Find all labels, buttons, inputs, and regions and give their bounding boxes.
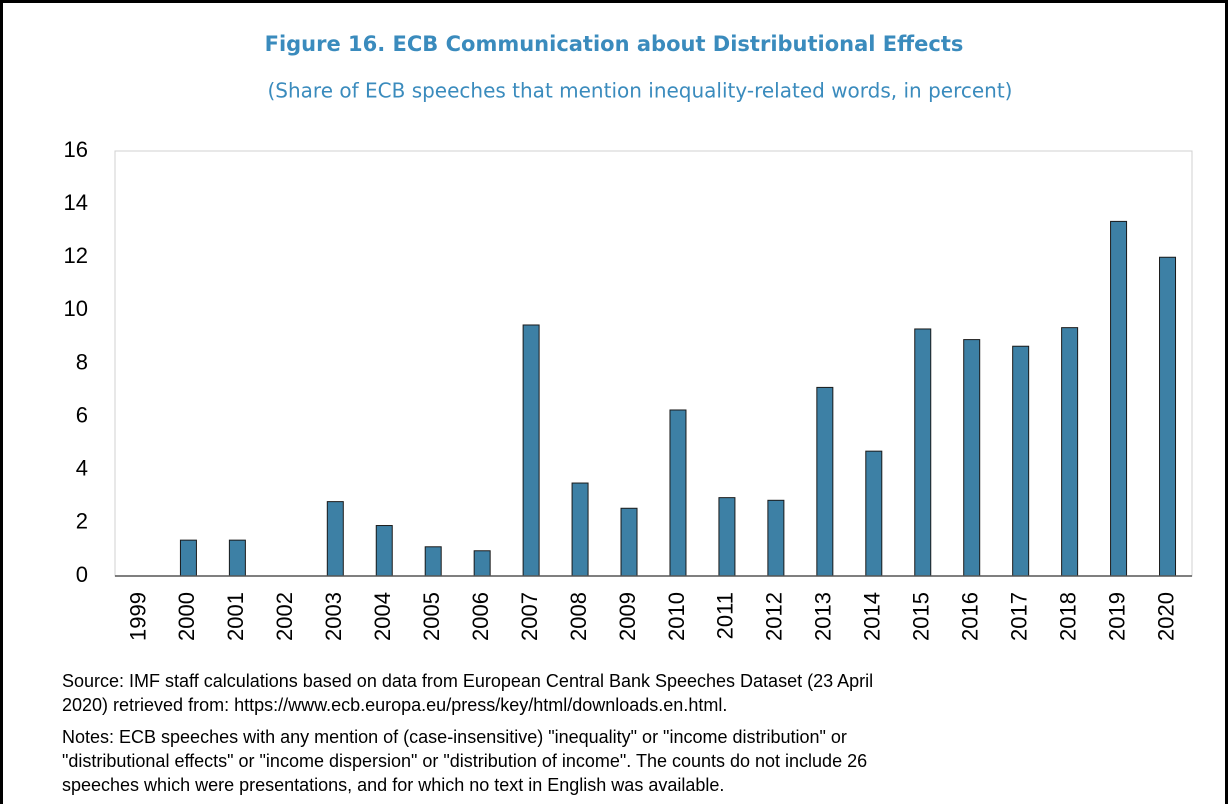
y-tick-label: 4	[76, 456, 88, 481]
bar	[1159, 256, 1177, 577]
bar	[1110, 220, 1128, 577]
bar	[718, 497, 736, 577]
x-tick-label: 2000	[174, 592, 199, 641]
x-tick-label: 2005	[419, 592, 444, 641]
x-tick-label: 2010	[664, 592, 689, 641]
y-tick-label: 16	[64, 137, 88, 162]
note-line: Notes: ECB speeches with any mention of …	[62, 727, 847, 747]
y-tick-label: 8	[76, 349, 88, 374]
bar	[473, 550, 491, 577]
y-tick-label: 10	[64, 296, 88, 321]
note-line: speeches which were presentations, and f…	[62, 775, 724, 795]
bar	[816, 386, 834, 577]
y-tick-label: 14	[64, 190, 88, 215]
bar	[1012, 345, 1030, 577]
x-tick-label: 2003	[321, 592, 346, 641]
bar	[963, 339, 981, 577]
bar	[375, 525, 393, 577]
bar	[326, 501, 344, 577]
x-tick-label: 2013	[811, 592, 836, 641]
y-tick-label: 0	[76, 562, 88, 587]
x-tick-label: 2017	[1006, 592, 1031, 641]
bar	[865, 450, 883, 577]
bar	[571, 482, 589, 577]
x-tick-label: 2018	[1055, 592, 1080, 641]
y-tick-label: 12	[64, 243, 88, 268]
x-tick-label: 2012	[762, 592, 787, 641]
x-tick-label: 2011	[713, 592, 738, 639]
bar	[522, 324, 540, 577]
y-tick-label: 2	[76, 509, 88, 534]
x-tick-label: 2016	[958, 592, 983, 641]
x-tick-label: 2009	[615, 592, 640, 641]
x-tick-label: 2002	[272, 592, 297, 641]
chart-title: Figure 16. ECB Communication about Distr…	[265, 32, 964, 56]
x-tick-label: 2015	[909, 592, 934, 641]
bar	[914, 328, 932, 577]
bar	[228, 539, 246, 577]
x-tick-label: 2019	[1104, 592, 1129, 641]
x-tick-label: 2001	[223, 592, 248, 641]
x-tick-label: 2006	[468, 592, 493, 641]
bar	[424, 546, 442, 577]
x-tick-label: 2020	[1153, 592, 1178, 641]
plot-area	[114, 150, 1193, 577]
source-line: 2020) retrieved from: https://www.ecb.eu…	[62, 695, 727, 715]
source-line: Source: IMF staff calculations based on …	[62, 671, 873, 691]
x-tick-label: 2004	[370, 592, 395, 641]
bar	[669, 409, 687, 577]
bar	[1061, 327, 1079, 577]
x-tick-label: 1999	[125, 592, 150, 641]
bar	[179, 539, 197, 577]
bar	[767, 499, 785, 577]
chart-subtitle: (Share of ECB speeches that mention ineq…	[268, 79, 1013, 103]
bar	[620, 507, 638, 577]
x-tick-label: 2008	[566, 592, 591, 641]
y-tick-label: 6	[76, 402, 88, 427]
note-line: "distributional effects" or "income disp…	[62, 751, 867, 771]
x-tick-label: 2014	[860, 592, 885, 641]
x-tick-label: 2007	[517, 592, 542, 641]
